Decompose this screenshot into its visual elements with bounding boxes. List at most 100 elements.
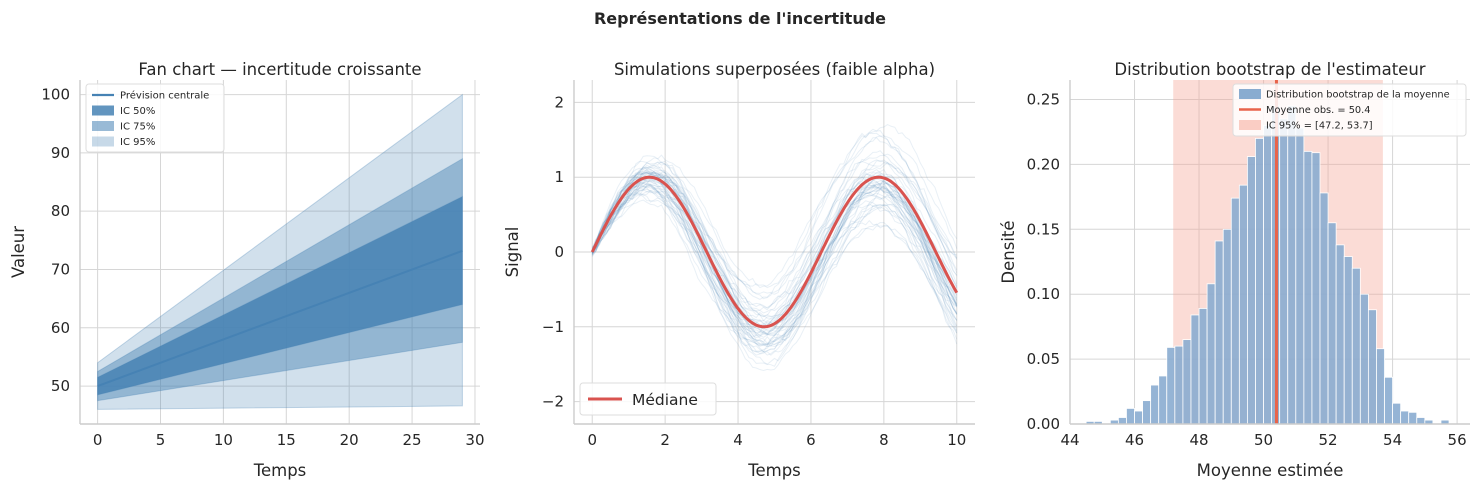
simulation-line: [591, 179, 958, 353]
y-axis-label: Densité: [999, 220, 1018, 283]
histogram-bar: [1384, 376, 1393, 425]
histogram-bar: [1287, 105, 1297, 425]
simulation-line: [591, 165, 958, 312]
histogram-bar: [1319, 192, 1329, 425]
histogram-bar: [1327, 222, 1337, 425]
simulation-line: [591, 186, 958, 330]
histogram-bar: [1359, 293, 1369, 425]
simulation-line: [591, 183, 958, 353]
histogram-bar: [1416, 417, 1426, 425]
simulation-line: [591, 160, 958, 328]
simulation-line: [591, 171, 958, 356]
simulation-line: [591, 180, 958, 352]
y-tick-label: −1: [542, 318, 564, 336]
histogram-bar: [1311, 152, 1321, 425]
simulation-line: [591, 188, 958, 345]
legend-swatch: [1239, 89, 1261, 99]
simulation-line: [591, 183, 958, 347]
y-tick-label: 0.05: [1027, 350, 1060, 368]
simulation-lines: [591, 124, 958, 372]
simulation-line: [591, 160, 958, 309]
x-tick-label: 0: [93, 431, 103, 449]
histogram-bar: [1134, 410, 1143, 425]
simulations-panel: 0 2 4 6 8 10 −2 −1 0 1 2 Simulations superposées (f…: [503, 60, 975, 480]
simulation-line: [591, 178, 958, 367]
x-tick-label: 15: [277, 431, 296, 449]
y-tick-label: 0.10: [1027, 285, 1060, 303]
simulation-line: [591, 185, 958, 372]
legend-label: IC 95% = [47.2, 53.7]: [1266, 121, 1373, 132]
median-line: [590, 175, 959, 329]
histogram-bar: [1142, 400, 1152, 425]
simulation-line: [591, 161, 958, 314]
y-tick-label: 0.20: [1027, 155, 1060, 173]
histogram-bar: [1222, 228, 1232, 425]
legend-swatch: [92, 105, 114, 116]
histogram-bar: [1150, 384, 1160, 425]
simulation-line: [591, 171, 958, 348]
legend: Médiane: [579, 382, 717, 416]
simulation-line: [591, 132, 958, 300]
simulation-line: [591, 135, 958, 289]
x-tick-label: 8: [879, 431, 889, 449]
x-tick-label: 10: [947, 431, 966, 449]
histogram-bar: [1351, 267, 1361, 425]
histogram-bar: [1376, 348, 1385, 425]
simulation-line: [591, 159, 957, 319]
histogram-bar: [1190, 314, 1200, 425]
x-tick-label: 6: [806, 431, 816, 449]
histogram-bar: [1400, 410, 1410, 425]
y-tick-label: 0.25: [1027, 90, 1060, 108]
legend-label: IC 75%: [120, 122, 155, 133]
simulation-line: [591, 169, 958, 326]
simulation-line: [591, 177, 958, 337]
histogram-bar: [1230, 197, 1240, 425]
histogram-bar: [1158, 375, 1168, 425]
histogram-bar: [1117, 417, 1127, 425]
y-tick-label: 1: [554, 168, 564, 186]
legend-swatch: [92, 121, 114, 131]
simulation-line: [591, 168, 958, 327]
simulation-line: [591, 153, 958, 318]
x-tick-label: 10: [214, 431, 233, 449]
legend: Distribution bootstrap de la moyenne Moye…: [1232, 83, 1467, 137]
x-tick-label: 54: [1383, 431, 1402, 449]
simulation-line: [591, 178, 958, 347]
legend: Prévision centrale IC 50% IC 75% IC 95%: [85, 83, 225, 153]
legend-swatch: [1239, 120, 1261, 130]
y-tick-label: 50: [51, 377, 70, 395]
x-axis-label: Moyenne estimée: [1197, 461, 1344, 480]
simulation-line: [591, 137, 958, 317]
x-tick-label: 48: [1189, 431, 1208, 449]
y-tick-label: −2: [542, 393, 564, 411]
x-tick-label: 30: [465, 431, 484, 449]
simulation-line: [591, 155, 958, 309]
histogram-bar: [1408, 411, 1418, 425]
histogram-bar: [1343, 256, 1353, 425]
band-ic50: [97, 195, 463, 396]
panel-title: Distribution bootstrap de l'estimateur: [1114, 60, 1425, 79]
y-tick-label: 100: [41, 86, 70, 104]
simulation-line: [591, 190, 958, 356]
legend-label: IC 95%: [120, 137, 155, 148]
simulation-line: [591, 172, 958, 333]
histogram-bar: [1367, 309, 1377, 425]
legend-label: Distribution bootstrap de la moyenne: [1266, 90, 1450, 101]
simulation-line: [591, 183, 958, 347]
x-tick-label: 44: [1060, 431, 1079, 449]
histogram-bar: [1166, 347, 1176, 425]
x-tick-label: 4: [733, 431, 743, 449]
fan-chart-panel: 0 5 10 15 20 25 30 50 60 70 80 90 100 Fan chart — inc…: [9, 60, 485, 480]
y-tick-label: 0.15: [1027, 220, 1060, 238]
x-axis-label: Temps: [747, 461, 801, 480]
histogram-bar: [1126, 408, 1135, 425]
simulation-line: [591, 128, 958, 289]
x-tick-label: 0: [587, 431, 597, 449]
x-tick-label: 20: [340, 431, 359, 449]
histogram-bar: [1335, 244, 1345, 425]
y-tick-label: 0.00: [1027, 415, 1060, 433]
simulation-line: [591, 168, 958, 337]
x-tick-label: 50: [1254, 431, 1273, 449]
histogram-bar: [1198, 308, 1208, 425]
x-tick-label: 2: [660, 431, 670, 449]
